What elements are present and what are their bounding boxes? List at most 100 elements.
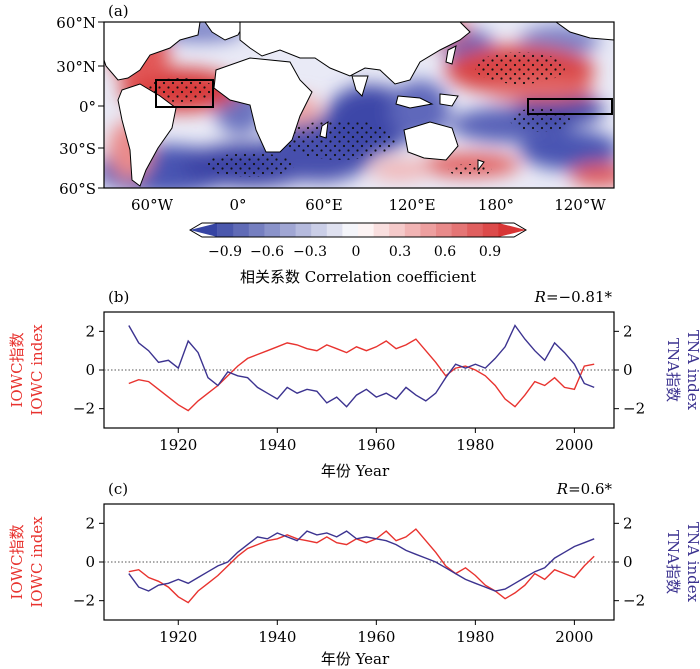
lon-tick-120e: 120°E [388,196,435,214]
cbar-tick-m03: −0.3 [293,244,327,260]
iowc-index-line [128,528,595,604]
lat-tick-60s: 60°S [59,180,96,198]
panel-b-xticks: 1920 1940 1960 1980 2000 [159,428,593,454]
x-tick-label: 1940 [258,628,296,646]
y-tick-label-right: 0 [623,553,633,571]
colorbar-swatch [248,223,265,237]
panel-b-xlabel: 年份 Year [321,462,390,480]
y-tick-label-left: 0 [85,361,95,379]
colorbar-swatch [420,223,437,237]
panel-c-ylabel-left-en: IOWC index [28,516,46,608]
iowc-index-line [128,338,595,412]
panel-b-annotation-value: =−0.81* [546,288,613,306]
panel-c-annotation-r: R [556,480,568,498]
colorbar-swatch [482,223,499,237]
panel-b-frame [103,311,615,429]
panel-a-map: (a) [56,2,615,286]
tna-index-line [128,324,595,408]
panel-c-ylabel-left-cn: IOWC指数 [8,524,26,599]
y-tick-label-left: 2 [85,322,95,340]
x-tick-label: 1940 [258,436,296,454]
y-tick-label-right: −2 [623,400,645,418]
panel-c-xticks: 1920 1940 1960 1980 2000 [159,620,593,646]
panel-b-yticks: 2 2 0 0 −2 −2 [73,322,645,417]
lat-tick-30s: 30°S [59,140,96,158]
panel-a-label: (a) [108,2,129,20]
colorbar-swatch [311,223,328,237]
x-tick-label: 1920 [159,628,197,646]
x-tick-label: 2000 [555,436,593,454]
lat-axis: 60°N 30°N 0° 30°S 60°S [56,14,104,198]
panel-b-ylabel-left-cn: IOWC指数 [8,332,26,407]
panel-c-frame [103,503,615,621]
colorbar-swatch [389,223,406,237]
y-tick-label-left: 0 [85,553,95,571]
iowc-box [527,98,613,115]
panel-c-ylabel-right-cn: TNA指数 [664,530,682,594]
colorbar-swatch [358,223,375,237]
lat-tick-60n: 60°N [56,14,96,32]
colorbar-swatch [467,223,484,237]
panel-b-annotation-r: R [534,288,546,306]
colorbar-label: 相关系数 Correlation coefficient [240,268,476,286]
y-tick-label-left: −2 [73,592,95,610]
lon-tick-0: 0° [229,196,246,214]
panel-c-label: (c) [108,480,128,498]
cbar-tick-03: 0.3 [389,244,411,260]
map-field [104,22,614,188]
panel-c-yticks: 2 2 0 0 −2 −2 [73,514,645,609]
panel-b-ylabel-right-en: TNA index [684,330,700,411]
colorbar-ticks: −0.9 −0.6 −0.3 0 0.3 0.6 0.9 [208,244,501,260]
colorbar [189,222,527,238]
cbar-tick-09: 0.9 [479,244,501,260]
lon-axis: 60°W 0° 60°E 120°E 180° 120°W [131,196,606,214]
colorbar-swatch [280,223,297,237]
colorbar-swatch [498,223,526,237]
lon-tick-60e: 60°E [305,196,343,214]
y-tick-label-left: 2 [85,514,95,532]
lat-tick-0: 0° [79,98,96,116]
panel-b-ylabel-right-cn: TNA指数 [664,338,682,402]
significance-stipple [145,52,570,177]
panel-c-xlabel: 年份 Year [321,650,390,668]
y-tick-label-left: −2 [73,400,95,418]
cbar-tick-0: 0 [352,244,361,260]
lon-tick-120w: 120°W [554,196,606,214]
colorbar-swatch [295,223,312,237]
lon-tick-60w: 60°W [131,196,174,214]
colorbar-swatch [326,223,343,237]
panel-b-annotation: R=−0.81* [534,288,613,306]
land [104,22,614,187]
colorbar-swatch [404,223,421,237]
panel-c-timeseries: (c) R=0.6* 1920 1940 1960 1980 2000 2 2 0 0 −2 −2… [8,480,700,668]
colorbar-swatch [190,223,218,237]
y-tick-label-right: −2 [623,592,645,610]
tna-box [155,79,214,108]
x-tick-label: 1980 [456,436,494,454]
colorbar-swatch [436,223,453,237]
colorbar-swatch [264,223,281,237]
tna-index-line [128,530,595,592]
colorbar-swatch [342,223,359,237]
cbar-tick-m06: −0.6 [250,244,284,260]
panel-c-ylabel-right-en: TNA index [684,522,700,603]
y-tick-label-right: 2 [623,322,633,340]
colorbar-outline [189,222,527,238]
x-tick-label: 1960 [357,628,395,646]
y-tick-label-right: 0 [623,361,633,379]
colorbar-swatch [217,223,234,237]
panel-b-label: (b) [108,288,129,306]
lat-tick-30n: 30°N [56,58,96,76]
x-tick-label: 2000 [555,628,593,646]
x-tick-label: 1980 [456,628,494,646]
colorbar-swatch [373,223,390,237]
colorbar-swatch [451,223,468,237]
colorbar-swatch [233,223,250,237]
panel-b-lines [104,324,614,412]
x-tick-label: 1920 [159,436,197,454]
cbar-tick-m09: −0.9 [208,244,242,260]
panel-c-lines [104,528,614,604]
panel-c-annotation-value: =0.6* [568,480,612,498]
panel-c-annotation: R=0.6* [556,480,613,498]
